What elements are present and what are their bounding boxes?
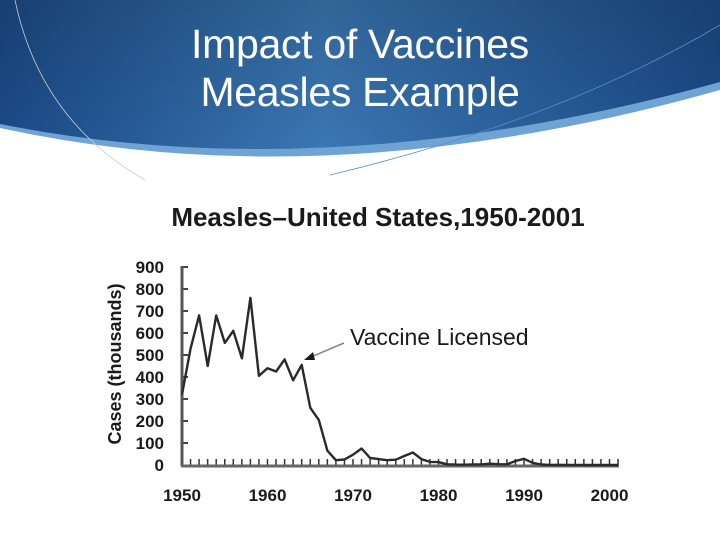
y-tick-label: 0 (155, 456, 164, 475)
decorative-curve-left (14, 0, 146, 181)
vaccine-licensed-annotation: Vaccine Licensed (304, 324, 529, 360)
annotation-text: Vaccine Licensed (350, 324, 529, 350)
slide-title: Impact of Vaccines Measles Example (0, 20, 720, 116)
y-tick-label: 100 (136, 434, 164, 453)
x-tick-label: 1970 (334, 486, 372, 505)
slide-title-line1: Impact of Vaccines (191, 21, 529, 67)
x-axis-ticks: 1950 1960 1970 1980 1990 2000 (163, 459, 628, 505)
y-tick-label: 700 (136, 302, 164, 321)
y-axis-ticks: 0 100 200 300 400 500 600 700 800 900 (136, 258, 188, 475)
y-tick-label: 900 (136, 258, 164, 277)
x-tick-label: 2000 (591, 486, 629, 505)
cases-line (180, 296, 618, 467)
y-tick-label: 500 (136, 346, 164, 365)
y-tick-label: 200 (136, 412, 164, 431)
y-tick-label: 800 (136, 280, 164, 299)
y-axis-title: Cases (thousands) (105, 283, 125, 444)
slide-title-line2: Measles Example (200, 69, 520, 115)
x-tick-label: 1950 (163, 486, 201, 505)
arrowhead-icon (304, 352, 315, 360)
y-tick-label: 300 (136, 390, 164, 409)
x-tick-label: 1980 (420, 486, 458, 505)
measles-chart: Measles–United States,1950-2001 Cases (t… (105, 202, 628, 505)
decorative-curve-right (329, 24, 720, 176)
y-tick-label: 600 (136, 324, 164, 343)
header-banner (0, 0, 720, 181)
chart-title: Measles–United States,1950-2001 (171, 202, 584, 232)
x-tick-label: 1990 (505, 486, 543, 505)
annotation-arrow (310, 342, 345, 358)
x-tick-label: 1960 (249, 486, 287, 505)
y-tick-label: 400 (136, 368, 164, 387)
